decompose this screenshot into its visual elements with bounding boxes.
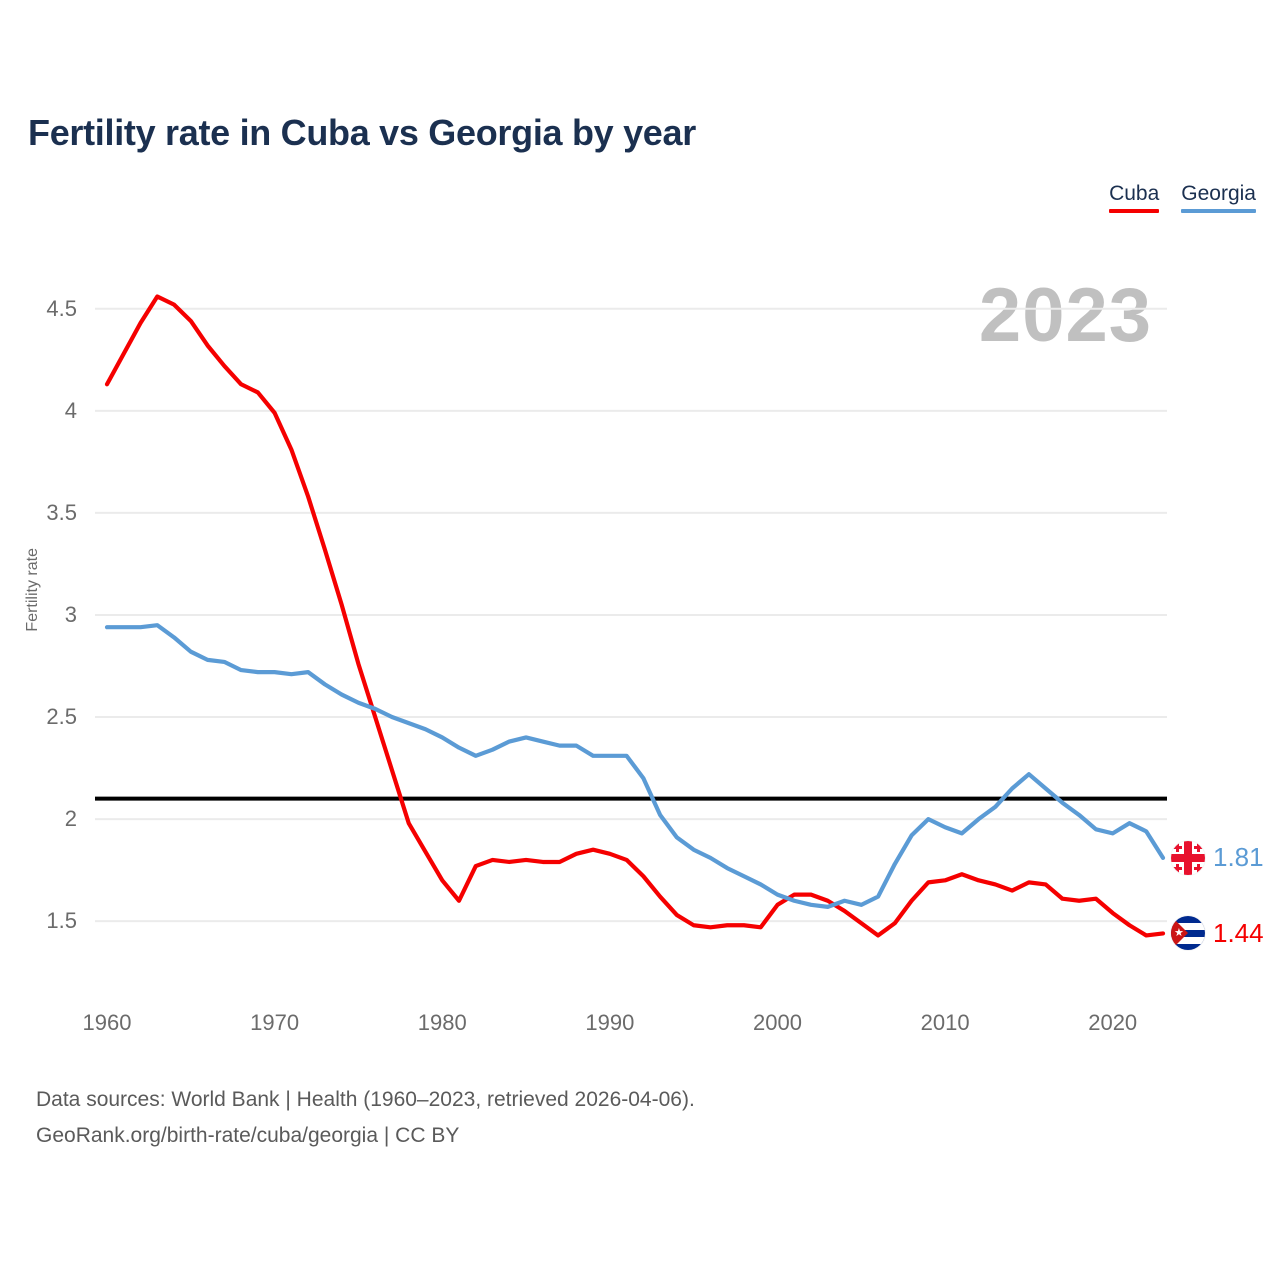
x-tick-label: 2020 <box>1088 1010 1138 1035</box>
y-tick-label: 4 <box>64 397 77 423</box>
y-tick-label: 2.5 <box>46 704 77 730</box>
end-value-cuba: 1.44 <box>1213 917 1264 948</box>
plot-svg <box>95 294 1167 938</box>
watermark-year: 2023 <box>978 273 1152 358</box>
footer: Data sources: World Bank | Health (1960–… <box>36 1082 695 1154</box>
x-tick-label: 2010 <box>920 1010 970 1035</box>
footer-attribution: GeoRank.org/birth-rate/cuba/georgia | CC… <box>36 1124 460 1148</box>
x-tick-label: 2000 <box>752 1010 802 1035</box>
chart-legend: Cuba Georgia <box>1109 182 1256 214</box>
end-value-georgia: 1.81 <box>1213 842 1264 873</box>
georgia-flag-icon <box>1171 840 1205 875</box>
legend-item-georgia[interactable]: Georgia <box>1181 182 1256 214</box>
x-tick-label: 1970 <box>250 1010 300 1035</box>
y-tick-label: 2 <box>64 806 77 832</box>
legend-swatch-cuba <box>1109 209 1160 214</box>
legend-label-georgia: Georgia <box>1181 182 1256 205</box>
y-tick-label: 3 <box>64 601 77 627</box>
legend-label-cuba: Cuba <box>1109 182 1160 205</box>
x-tick-label: 1980 <box>417 1010 467 1035</box>
y-tick-label: 4.5 <box>46 295 77 321</box>
y-tick-label: 3.5 <box>46 499 77 525</box>
cuba-flag-icon: ★ <box>1171 916 1205 951</box>
legend-swatch-georgia <box>1181 209 1256 214</box>
x-tick-label: 1960 <box>82 1010 132 1035</box>
footer-sources: Data sources: World Bank | Health (1960–… <box>36 1088 695 1111</box>
page-title: Fertility rate in Cuba vs Georgia by yea… <box>28 112 696 153</box>
x-tick-label: 1990 <box>585 1010 635 1035</box>
legend-item-cuba[interactable]: Cuba <box>1109 182 1160 214</box>
plot-area: 1.5 2 2.5 3 3.5 4 4.5 <box>0 262 1280 1002</box>
gridlines <box>95 307 1167 923</box>
end-marker-cuba[interactable]: ★ 1.44 <box>1171 916 1264 951</box>
series-line-cuba <box>104 294 1166 938</box>
series-line-georgia <box>104 623 1166 909</box>
y-tick-label: 1.5 <box>46 908 77 934</box>
end-marker-georgia[interactable]: 1.81 <box>1171 840 1264 875</box>
